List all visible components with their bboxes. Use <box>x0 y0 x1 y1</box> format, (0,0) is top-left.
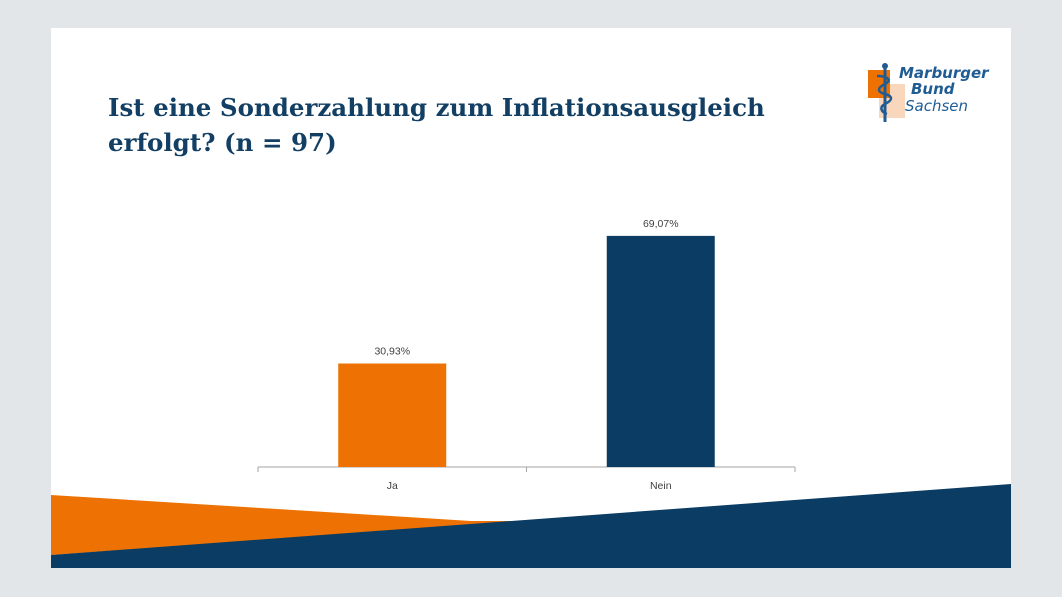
data-label-nein: 69,07% <box>643 218 679 230</box>
category-label-ja: Ja <box>387 480 398 492</box>
data-label-ja: 30,93% <box>374 346 410 358</box>
slide-title: Ist eine Sonderzahlung zum Inflationsaus… <box>108 93 765 157</box>
logo-emblem <box>868 63 905 122</box>
logo-line-3: Sachsen <box>905 97 969 115</box>
category-label-nein: Nein <box>650 480 672 492</box>
logo-snake-icon <box>876 74 893 116</box>
slide: Ist eine Sonderzahlung zum Inflationsaus… <box>51 28 1011 568</box>
bar-ja <box>338 363 447 467</box>
bottom-decoration <box>51 484 1011 568</box>
logo-staff-head-icon <box>882 63 888 69</box>
marburger-bund-logo: Marburger Bund Sachsen <box>863 60 993 124</box>
orange-wedge-shape <box>51 495 531 555</box>
navy-wedge-shape <box>51 484 1011 568</box>
bar-nein <box>606 235 715 467</box>
logo-line-2: Bund <box>911 80 955 98</box>
logo-line-1: Marburger <box>899 64 989 82</box>
bar-chart: 30,93% Ja 69,07% Nein <box>257 218 796 492</box>
